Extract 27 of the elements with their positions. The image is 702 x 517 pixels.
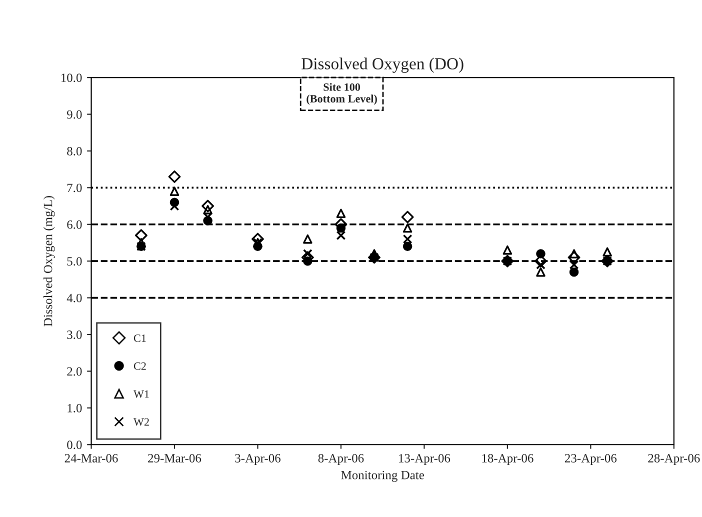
annotation: Site 100 (Bottom Level) <box>306 83 377 105</box>
legend-label: W2 <box>133 418 149 426</box>
y-tick-label: 6.0 <box>67 220 82 229</box>
x-tick-label: 29-Mar-06 <box>148 454 202 462</box>
y-axis-title: Dissolved Oxygen (mg/L) <box>43 196 55 326</box>
x-tick-label: 3-Apr-06 <box>235 454 280 465</box>
x-tick-label: 8-Apr-06 <box>318 454 364 465</box>
legend-label: C2 <box>134 362 146 370</box>
y-tick-label: 9.0 <box>67 110 82 119</box>
y-tick-label: 3.0 <box>67 330 82 340</box>
x-tick-label: 28-Apr-06 <box>648 454 700 465</box>
y-tick-label: 4.0 <box>66 294 82 302</box>
y-tick-label: 7.0 <box>67 184 82 192</box>
y-tick-label: 0.0 <box>67 440 82 450</box>
y-tick-label: 2.0 <box>67 367 82 376</box>
y-tick-label: 5.0 <box>67 257 82 266</box>
x-tick-label: 13-Apr-06 <box>399 454 450 465</box>
y-tick-label: 8.0 <box>67 146 82 156</box>
chart-title: Dissolved Oxygen (DO) <box>302 58 464 73</box>
legend-label: C1 <box>134 334 146 342</box>
x-axis-title: Monitoring Date <box>341 470 424 482</box>
y-tick-label: 1.0 <box>68 404 82 412</box>
legend-label: W1 <box>133 390 149 398</box>
y-tick-label: 10.0 <box>61 74 82 82</box>
x-tick-label: 18-Apr-06 <box>482 454 534 465</box>
x-tick-label: 24-Mar-06 <box>64 454 118 462</box>
x-tick-label: 23-Apr-06 <box>564 454 617 465</box>
